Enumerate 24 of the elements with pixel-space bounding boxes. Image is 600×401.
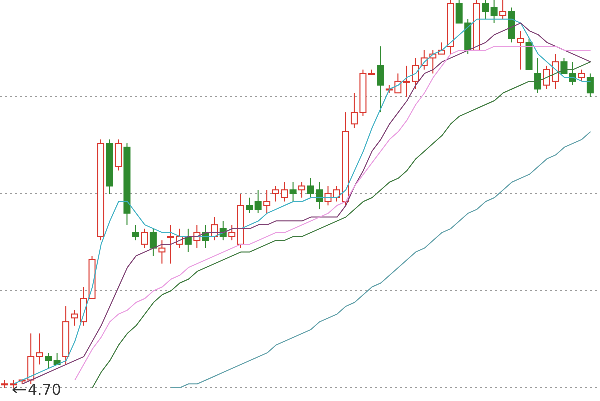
candlestick xyxy=(254,190,262,214)
candlestick xyxy=(132,224,140,242)
candlestick xyxy=(517,30,524,70)
candlestick xyxy=(290,182,297,202)
candlestick xyxy=(560,58,568,74)
candlestick xyxy=(377,46,384,114)
candlestick xyxy=(534,58,542,94)
candlestick xyxy=(586,73,594,98)
candlestick xyxy=(150,228,157,257)
candlestick xyxy=(158,240,166,264)
candlestick xyxy=(114,139,122,172)
annotation: 4.70 xyxy=(28,381,62,399)
candlestick xyxy=(45,352,52,370)
candlestick xyxy=(264,190,271,214)
candlestick xyxy=(438,42,446,55)
candlestick xyxy=(228,224,236,242)
candlestick xyxy=(36,333,44,366)
candlestick xyxy=(298,182,306,198)
candlestick xyxy=(569,62,576,86)
candlestick xyxy=(578,69,586,82)
candlestick xyxy=(482,0,490,20)
candlestick xyxy=(141,228,148,249)
candlestick xyxy=(246,197,254,214)
candlestick xyxy=(490,0,498,24)
